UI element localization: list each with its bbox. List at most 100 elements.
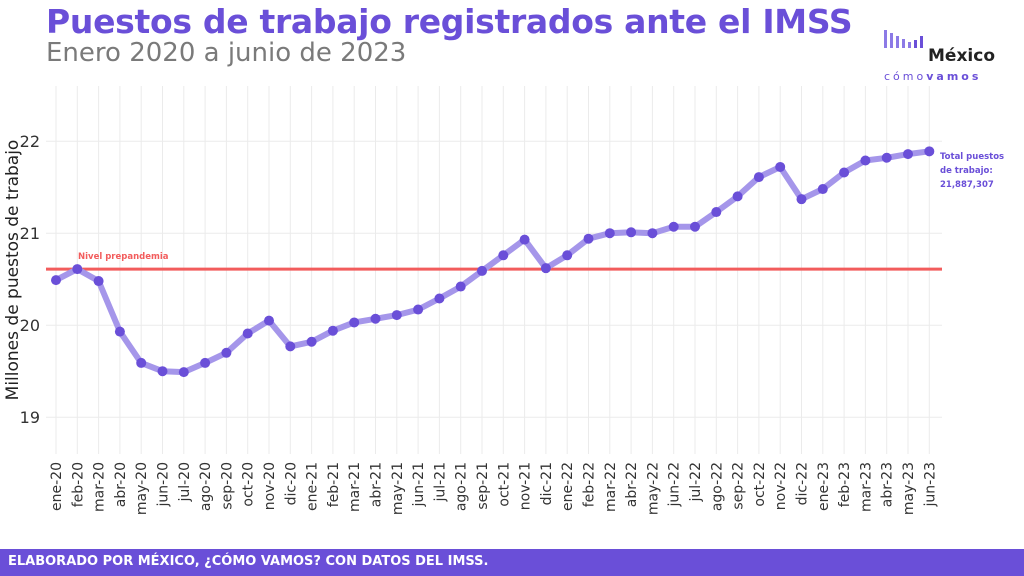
logo-tagline: cómovamos [884,70,981,83]
x-tick-label: jul-20 [177,462,193,503]
total-annotation-line2: de trabajo: [940,166,993,176]
x-tick-label: may-23 [901,462,917,515]
data-point [455,281,466,292]
logo-name: México [928,46,995,66]
x-tick-label: dic-22 [795,462,811,505]
data-point [775,161,786,172]
data-point [477,265,487,276]
y-axis-label: Millones de puestos de trabajo [3,140,23,401]
data-point [860,155,871,166]
x-tick-label: abr-20 [113,462,129,507]
x-tick-label: sep-20 [219,462,235,510]
data-point [647,228,658,239]
data-point [349,317,360,328]
logo-tag-left: cómo [884,70,927,83]
data-point [498,250,509,261]
data-point [903,149,913,160]
logo: México cómovamos [880,26,1010,88]
data-point [668,221,679,232]
x-tick-label: mar-23 [858,462,874,512]
data-point [306,336,317,347]
data-point [242,328,253,339]
x-tick-label: feb-23 [837,462,853,507]
data-point [732,191,743,202]
data-point [200,357,211,368]
data-point [711,207,722,218]
x-tick-label: may-20 [134,462,150,515]
x-tick-label: dic-20 [283,462,299,505]
x-tick-label: sep-22 [731,462,747,510]
x-tick-label: jun-22 [667,462,683,508]
data-point [817,184,828,195]
data-point [540,263,551,274]
page-title: Puestos de trabajo registrados ante el I… [46,2,853,41]
data-point [264,315,274,326]
page-subtitle: Enero 2020 a junio de 2023 [46,38,407,68]
x-tick-label: may-21 [390,462,406,515]
x-tick-label: may-22 [645,462,661,515]
footer-bar: ELABORADO POR MÉXICO, ¿CÓMO VAMOS? CON D… [0,549,1024,576]
data-point [604,228,615,239]
x-tick-label: feb-20 [70,462,86,507]
data-point [519,234,530,245]
x-tick-label: sep-21 [475,462,491,510]
x-tick-label: abr-21 [369,462,385,507]
x-tick-label: jun-23 [922,462,938,508]
data-point [881,152,892,163]
data-point [221,347,232,358]
x-tick-label: jun-21 [411,462,427,508]
x-tick-label: oct-21 [496,462,512,507]
x-tick-label: ene-21 [305,462,321,511]
data-point [178,367,189,378]
data-point [370,313,381,324]
data-point [327,325,338,336]
series-line [53,148,933,376]
x-tick-label: oct-22 [752,462,768,507]
x-tick-label: dic-21 [539,462,555,505]
y-tick-label: 22 [20,132,40,151]
data-point [796,194,807,205]
data-point [51,275,61,286]
x-tick-label: jul-21 [432,462,448,503]
prepandemic-label: Nivel prepandemia [78,252,169,262]
x-tick-label: ago-20 [198,462,214,511]
data-point [562,250,573,261]
x-tick-label: nov-22 [773,462,789,510]
x-tick-label: ene-20 [49,462,65,511]
footer-text: ELABORADO POR MÉXICO, ¿CÓMO VAMOS? CON D… [8,554,489,569]
data-point [114,326,125,337]
x-tick-label: mar-20 [92,462,108,512]
data-point [93,276,104,287]
total-annotation: Total puestos de trabajo: 21,887,307 [940,150,1020,192]
logo-tag-right: vamos [926,70,982,83]
x-tick-label: abr-22 [624,462,640,507]
y-tick-label: 19 [20,408,40,427]
data-point [157,366,168,377]
data-point [583,233,594,244]
data-point [285,341,296,352]
data-point [136,357,147,368]
x-tick-label: feb-21 [326,462,342,507]
data-point [413,304,424,315]
data-point [690,221,700,232]
x-tick-label: mar-22 [603,462,619,512]
data-point [753,172,764,183]
data-point [434,293,445,304]
x-tick-label: nov-21 [518,462,534,510]
x-tick-label: feb-22 [582,462,598,507]
x-tick-label: ene-23 [816,462,832,511]
total-annotation-line1: Total puestos [940,152,1005,162]
x-tick-label: mar-21 [347,462,363,512]
data-point [391,310,402,321]
total-annotation-value: 21,887,307 [940,180,994,190]
x-tick-label: nov-20 [262,462,278,510]
x-tick-label: oct-20 [241,462,257,507]
data-point [924,146,935,157]
data-point [839,167,850,178]
data-point [626,227,637,238]
logo-bars-icon [884,30,923,48]
x-tick-label: ene-22 [560,462,576,511]
x-tick-label: jul-22 [688,462,704,503]
data-point [72,264,83,275]
